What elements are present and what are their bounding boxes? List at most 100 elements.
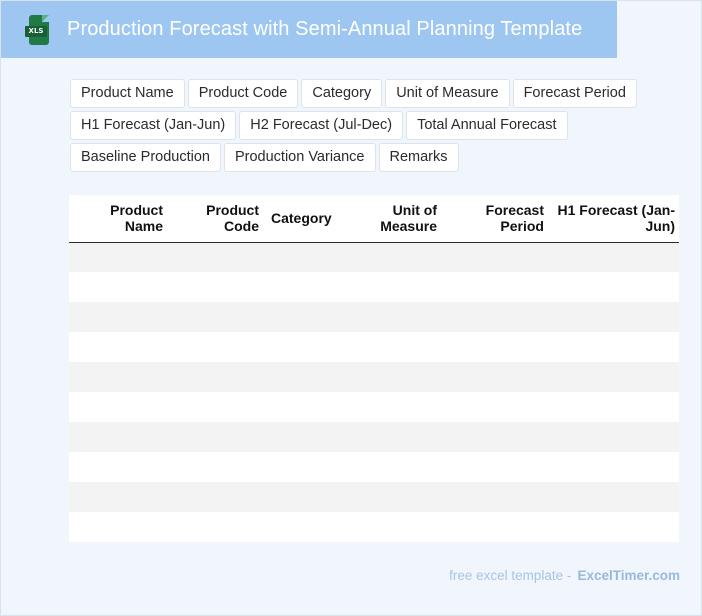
field-chip-category[interactable]: Category bbox=[301, 79, 383, 108]
table-cell[interactable] bbox=[265, 242, 351, 272]
table-cell[interactable] bbox=[443, 332, 550, 362]
table-row bbox=[69, 272, 679, 302]
field-chip-h2-forecast[interactable]: H2 Forecast (Jul-Dec) bbox=[239, 111, 404, 140]
table-cell[interactable] bbox=[265, 332, 351, 362]
column-header-unit-of-measure[interactable]: Unit of Measure bbox=[351, 195, 443, 243]
footer-text: free excel template - bbox=[449, 568, 572, 583]
field-chip-production-variance[interactable]: Production Variance bbox=[223, 143, 376, 172]
table-cell[interactable] bbox=[265, 452, 351, 482]
field-chip-unit-of-measure[interactable]: Unit of Measure bbox=[385, 79, 510, 108]
table-cell[interactable] bbox=[550, 482, 679, 512]
column-header-h1-forecast[interactable]: H1 Forecast (Jan- Jun) bbox=[550, 195, 679, 243]
table-cell[interactable] bbox=[351, 422, 443, 452]
table-cell[interactable] bbox=[443, 392, 550, 422]
title-bar: XLS Production Forecast with Semi-Annual… bbox=[1, 1, 617, 58]
table-cell[interactable] bbox=[351, 332, 443, 362]
footer: free excel template - ExcelTimer.com bbox=[449, 568, 680, 583]
page-title: Production Forecast with Semi-Annual Pla… bbox=[67, 18, 583, 40]
table-cell[interactable] bbox=[69, 512, 169, 542]
xls-icon-label: XLS bbox=[25, 25, 47, 37]
table-cell[interactable] bbox=[550, 392, 679, 422]
table-row bbox=[69, 452, 679, 482]
table-cell[interactable] bbox=[169, 392, 265, 422]
data-table-container: Product Name Product Code Category Unit … bbox=[69, 195, 679, 542]
table-cell[interactable] bbox=[550, 362, 679, 392]
column-header-forecast-period[interactable]: Forecast Period bbox=[443, 195, 550, 243]
table-cell[interactable] bbox=[550, 302, 679, 332]
table-cell[interactable] bbox=[69, 422, 169, 452]
table-cell[interactable] bbox=[69, 242, 169, 272]
table-cell[interactable] bbox=[443, 512, 550, 542]
table-cell[interactable] bbox=[69, 392, 169, 422]
table-cell[interactable] bbox=[443, 422, 550, 452]
table-cell[interactable] bbox=[265, 422, 351, 452]
table-cell[interactable] bbox=[169, 332, 265, 362]
table-cell[interactable] bbox=[443, 482, 550, 512]
field-chip-h1-forecast[interactable]: H1 Forecast (Jan-Jun) bbox=[70, 111, 237, 140]
table-row bbox=[69, 242, 679, 272]
table-cell[interactable] bbox=[351, 392, 443, 422]
field-row: H1 Forecast (Jan-Jun) H2 Forecast (Jul-D… bbox=[70, 111, 670, 140]
field-chip-baseline-production[interactable]: Baseline Production bbox=[70, 143, 221, 172]
table-cell[interactable] bbox=[443, 362, 550, 392]
field-chip-product-name[interactable]: Product Name bbox=[70, 79, 185, 108]
excel-file-icon: XLS bbox=[25, 14, 51, 45]
table-row bbox=[69, 512, 679, 542]
table-cell[interactable] bbox=[169, 422, 265, 452]
table-cell[interactable] bbox=[351, 362, 443, 392]
table-cell[interactable] bbox=[69, 302, 169, 332]
table-cell[interactable] bbox=[169, 452, 265, 482]
table-cell[interactable] bbox=[69, 272, 169, 302]
table-cell[interactable] bbox=[351, 272, 443, 302]
column-header-product-name[interactable]: Product Name bbox=[69, 195, 169, 243]
table-cell[interactable] bbox=[169, 302, 265, 332]
table-row bbox=[69, 362, 679, 392]
field-chip-remarks[interactable]: Remarks bbox=[378, 143, 459, 172]
table-cell[interactable] bbox=[265, 272, 351, 302]
table-cell[interactable] bbox=[351, 302, 443, 332]
table-cell[interactable] bbox=[443, 302, 550, 332]
table-cell[interactable] bbox=[550, 452, 679, 482]
table-cell[interactable] bbox=[169, 242, 265, 272]
table-cell[interactable] bbox=[169, 482, 265, 512]
table-cell[interactable] bbox=[69, 482, 169, 512]
column-header-category[interactable]: Category bbox=[265, 195, 351, 243]
table-cell[interactable] bbox=[550, 422, 679, 452]
table-cell[interactable] bbox=[550, 512, 679, 542]
table-cell[interactable] bbox=[351, 242, 443, 272]
table-row bbox=[69, 392, 679, 422]
table-cell[interactable] bbox=[265, 482, 351, 512]
table-cell[interactable] bbox=[550, 242, 679, 272]
table-header-row: Product Name Product Code Category Unit … bbox=[69, 195, 679, 243]
table-cell[interactable] bbox=[443, 242, 550, 272]
table-cell[interactable] bbox=[443, 452, 550, 482]
table-cell[interactable] bbox=[550, 272, 679, 302]
table-cell[interactable] bbox=[265, 362, 351, 392]
table-cell[interactable] bbox=[265, 512, 351, 542]
table-cell[interactable] bbox=[69, 362, 169, 392]
table-cell[interactable] bbox=[69, 452, 169, 482]
field-chip-total-annual-forecast[interactable]: Total Annual Forecast bbox=[406, 111, 568, 140]
field-list: Product Name Product Code Category Unit … bbox=[70, 79, 670, 175]
table-cell[interactable] bbox=[169, 362, 265, 392]
footer-brand-link[interactable]: ExcelTimer.com bbox=[577, 568, 680, 583]
column-header-product-code[interactable]: Product Code bbox=[169, 195, 265, 243]
table-cell[interactable] bbox=[69, 332, 169, 362]
table-cell[interactable] bbox=[169, 272, 265, 302]
table-cell[interactable] bbox=[550, 332, 679, 362]
table-cell[interactable] bbox=[169, 512, 265, 542]
field-row: Product Name Product Code Category Unit … bbox=[70, 79, 670, 108]
table-cell[interactable] bbox=[351, 482, 443, 512]
table-cell[interactable] bbox=[351, 452, 443, 482]
table-cell[interactable] bbox=[443, 272, 550, 302]
table-body bbox=[69, 242, 679, 542]
field-chip-product-code[interactable]: Product Code bbox=[187, 79, 299, 108]
field-chip-forecast-period[interactable]: Forecast Period bbox=[512, 79, 637, 108]
table-cell[interactable] bbox=[265, 302, 351, 332]
data-table: Product Name Product Code Category Unit … bbox=[69, 195, 679, 542]
table-row bbox=[69, 422, 679, 452]
table-row bbox=[69, 332, 679, 362]
table-cell[interactable] bbox=[265, 392, 351, 422]
table-cell[interactable] bbox=[351, 512, 443, 542]
